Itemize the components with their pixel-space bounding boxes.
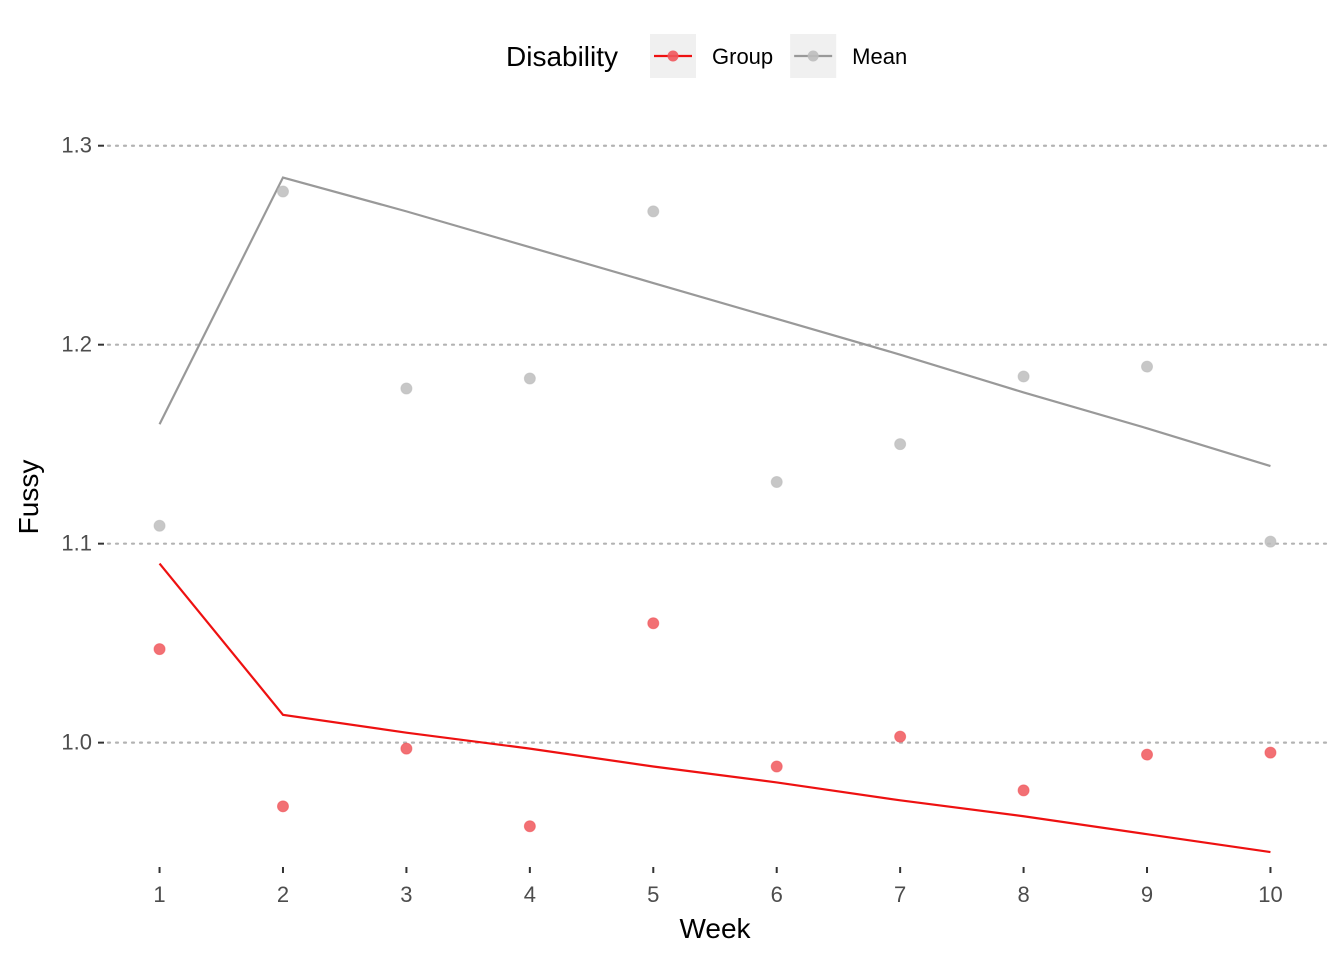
- x-tick-label: 7: [894, 882, 906, 907]
- data-point-mean: [153, 519, 166, 532]
- data-point-group: [276, 800, 289, 813]
- data-point-mean: [770, 475, 783, 488]
- data-point-mean: [523, 372, 536, 385]
- data-points: [153, 185, 1277, 833]
- legend: Disability Group Mean: [506, 34, 907, 78]
- x-tick-label: 6: [771, 882, 783, 907]
- x-tick-label: 1: [153, 882, 165, 907]
- x-tick-label: 2: [277, 882, 289, 907]
- x-tick-label: 9: [1141, 882, 1153, 907]
- data-point-mean: [1141, 360, 1154, 373]
- data-point-mean: [647, 205, 660, 218]
- x-axis-title: Week: [679, 913, 751, 944]
- data-point-group: [1017, 784, 1030, 797]
- legend-key-point-mean: [807, 50, 819, 62]
- data-point-mean: [400, 382, 413, 395]
- data-point-group: [647, 617, 660, 630]
- data-point-group: [400, 742, 413, 755]
- legend-label-group: Group: [712, 44, 773, 69]
- data-point-group: [894, 730, 907, 743]
- legend-items: Group Mean: [650, 34, 907, 78]
- data-point-group: [523, 820, 536, 833]
- x-tick-label: 10: [1258, 882, 1282, 907]
- legend-label-mean: Mean: [852, 44, 907, 69]
- x-tick-label: 5: [647, 882, 659, 907]
- data-point-mean: [276, 185, 289, 198]
- y-axis-ticks: 1.0 1.1 1.2 1.3: [61, 133, 104, 755]
- y-tick-label: 1.3: [61, 133, 92, 158]
- data-point-mean: [1264, 535, 1277, 548]
- trend-lines: [158, 176, 1271, 854]
- y-axis-title: Fussy: [13, 460, 44, 535]
- series-line-mean: [158, 176, 1271, 468]
- series-line-group: [158, 562, 1271, 854]
- data-point-group: [1141, 748, 1154, 761]
- data-point-group: [1264, 746, 1277, 759]
- data-point-group: [770, 760, 783, 773]
- gridlines: [106, 144, 1328, 744]
- y-tick-label: 1.0: [61, 730, 92, 755]
- legend-title: Disability: [506, 41, 618, 72]
- x-tick-label: 3: [400, 882, 412, 907]
- legend-key-point-group: [667, 50, 679, 62]
- y-tick-label: 1.1: [61, 531, 92, 556]
- x-axis-ticks: 1 2 3 4 5 6 7 8 9 10: [153, 867, 1283, 907]
- x-tick-label: 4: [524, 882, 536, 907]
- data-point-mean: [1017, 370, 1030, 383]
- x-tick-label: 8: [1017, 882, 1029, 907]
- data-point-group: [153, 643, 166, 656]
- data-point-mean: [894, 438, 907, 451]
- y-tick-label: 1.2: [61, 332, 92, 357]
